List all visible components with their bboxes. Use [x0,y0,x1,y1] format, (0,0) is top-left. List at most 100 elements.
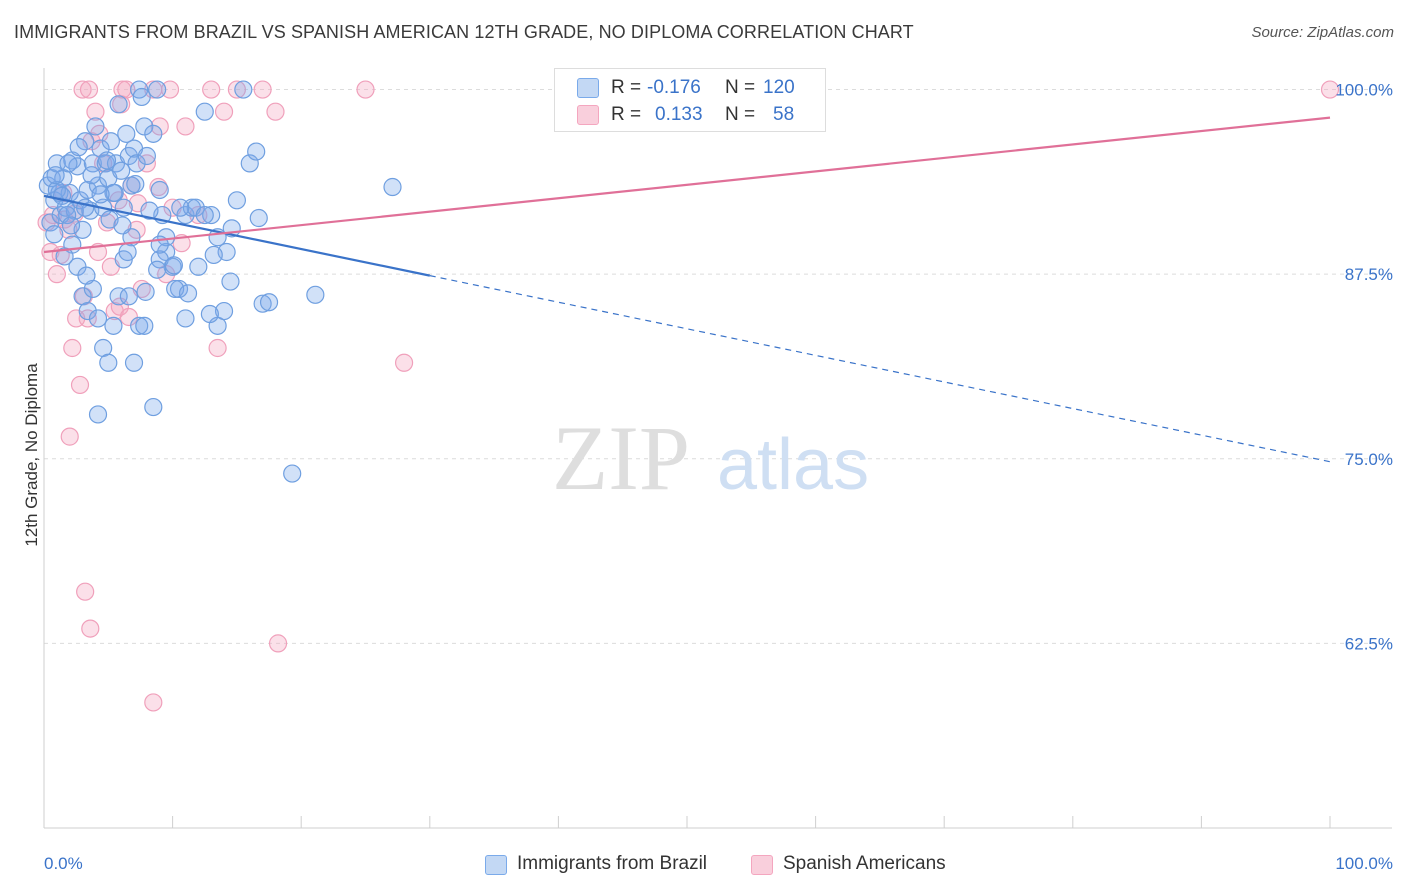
data-point-immigrants-from-brazil [227,191,246,210]
data-point-spanish-americans [208,338,227,358]
data-point-immigrants-from-brazil [127,154,146,173]
data-point-immigrants-from-brazil [126,174,145,194]
data-point-spanish-americans [63,338,82,358]
data-point-immigrants-from-brazil [189,257,208,276]
data-point-immigrants-from-brazil [118,242,137,262]
legend-swatch-brazil [485,855,507,875]
data-point-immigrants-from-brazil [105,183,124,203]
data-point-immigrants-from-brazil [46,166,65,185]
r-value-brazil: -0.176 [647,77,701,98]
grid-lines [44,89,1392,644]
data-point-immigrants-from-brazil [148,260,167,279]
data-point-immigrants-from-brazil [178,284,198,303]
axes [43,68,1392,829]
data-point-immigrants-from-brazil [97,151,117,170]
data-point-immigrants-from-brazil [247,142,266,161]
data-point-immigrants-from-brazil [144,397,163,417]
trend-lines [43,116,1331,463]
data-point-immigrants-from-brazil [86,117,105,136]
data-point-immigrants-from-brazil [69,138,88,157]
trend-line-spanish [43,116,1331,254]
tick-labels: 62.5% 75.0% 87.5% 100.0% 0.0% 100.0% [44,81,1393,873]
data-point-spanish-americans [394,353,414,372]
data-point-immigrants-from-brazil [88,309,108,328]
data-point-immigrants-from-brazil [137,146,156,166]
data-point-immigrants-from-brazil [119,287,138,306]
data-point-immigrants-from-brazil [124,353,144,372]
legend-label-brazil: Immigrants from Brazil [517,853,708,874]
data-point-immigrants-from-brazil [157,228,176,247]
data-point-spanish-americans [176,117,195,136]
data-point-immigrants-from-brazil [202,205,221,225]
data-point-spanish-americans [202,80,221,99]
x-tick-label-min: 0.0% [44,854,83,873]
chart-title: IMMIGRANTS FROM BRAZIL VS SPANISH AMERIC… [14,22,914,42]
data-point-spanish-americans [97,213,117,232]
data-point-immigrants-from-brazil [221,272,240,291]
series-spanish-americans [37,80,1340,712]
data-point-spanish-americans [356,80,375,99]
data-point-immigrants-from-brazil [135,316,154,335]
data-point-immigrants-from-brazil [259,293,279,312]
data-point-immigrants-from-brazil [253,294,272,313]
data-point-spanish-americans [70,375,90,395]
data-point-spanish-americans [78,309,97,328]
data-point-immigrants-from-brazil [144,124,163,143]
data-point-immigrants-from-brazil [130,316,149,335]
data-point-spanish-americans [214,102,234,121]
data-point-spanish-americans [253,80,272,99]
data-point-immigrants-from-brazil [82,166,101,185]
source-label: Source: ZipAtlas.com [1251,24,1394,41]
data-point-immigrants-from-brazil [73,220,92,239]
y-tick-label: 100.0% [1335,81,1393,100]
n-label-spanish: N = [725,104,756,125]
series-immigrants-from-brazil [38,80,402,483]
data-point-immigrants-from-brazil [58,205,77,225]
data-point-immigrants-from-brazil [104,316,123,335]
data-point-immigrants-from-brazil [132,87,151,107]
n-value-spanish: 58 [773,104,795,125]
stats-legend: R = -0.176 N = 120 R = 0.133 N = 58 [554,68,826,132]
data-point-immigrants-from-brazil [91,185,110,204]
data-point-immigrants-from-brazil [78,301,97,321]
data-point-immigrants-from-brazil [136,282,155,301]
data-point-immigrants-from-brazil [150,180,169,200]
data-point-spanish-americans [1320,80,1340,99]
data-point-immigrants-from-brazil [164,256,183,275]
data-point-spanish-americans [76,582,95,601]
data-point-spanish-americans [144,693,163,712]
data-point-immigrants-from-brazil [77,266,96,285]
data-point-immigrants-from-brazil [195,102,214,121]
data-point-immigrants-from-brazil [171,198,190,217]
data-point-immigrants-from-brazil [169,279,189,299]
data-point-spanish-americans [47,265,66,284]
data-point-immigrants-from-brazil [283,464,302,483]
data-point-immigrants-from-brazil [113,216,132,235]
data-point-spanish-americans [160,80,180,99]
data-point-spanish-americans [86,102,105,121]
data-point-spanish-americans [189,205,208,225]
data-point-spanish-americans [73,80,92,99]
data-point-immigrants-from-brazil [204,245,223,265]
data-point-immigrants-from-brazil [59,154,78,173]
data-point-immigrants-from-brazil [117,124,136,143]
y-axis-label: 12th Grade, No Diploma [22,363,41,547]
data-point-immigrants-from-brazil [234,80,253,99]
data-point-immigrants-from-brazil [148,80,167,99]
n-value-brazil: 120 [763,77,795,98]
data-point-immigrants-from-brazil [88,405,108,424]
y-tick-label: 75.0% [1345,450,1393,469]
watermark-zip: ZIP [552,407,690,509]
data-point-spanish-americans [137,154,156,173]
watermark-atlas: atlas [717,425,869,505]
data-point-immigrants-from-brazil [306,285,325,304]
r-label-spanish: R = [611,104,642,125]
data-point-immigrants-from-brazil [99,353,118,372]
data-point-immigrants-from-brazil [249,208,268,228]
data-point-spanish-americans [150,117,169,136]
brazil-swatch [577,78,599,98]
data-point-immigrants-from-brazil [200,304,219,324]
data-point-immigrants-from-brazil [130,80,149,99]
data-point-spanish-americans [266,102,285,121]
